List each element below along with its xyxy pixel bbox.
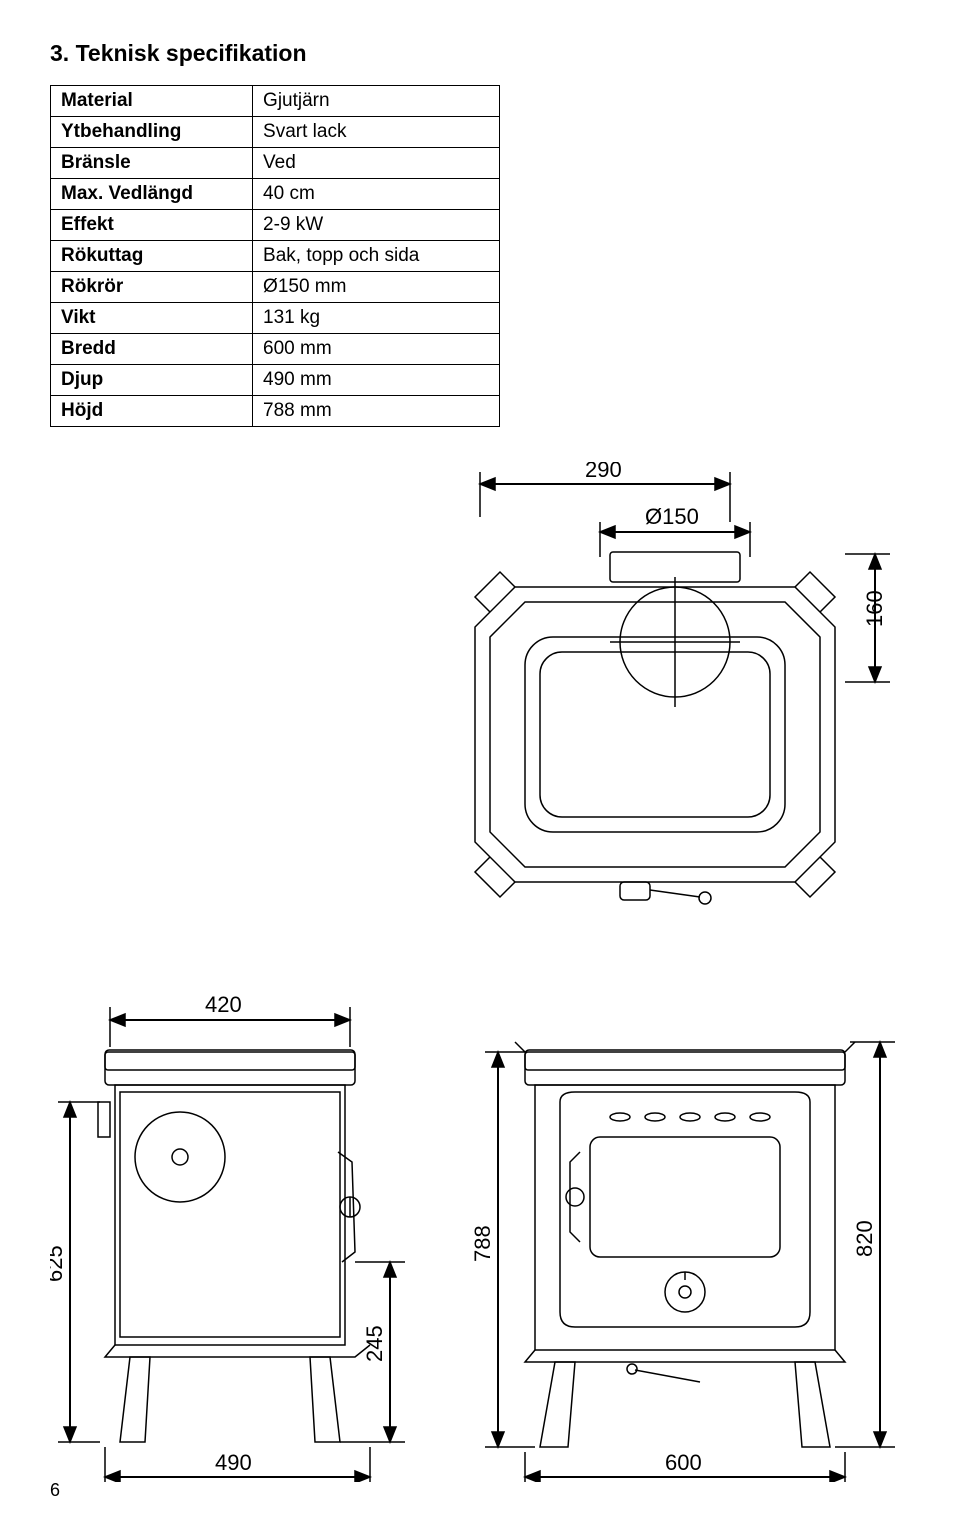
spec-label: Rökuttag xyxy=(51,241,253,272)
table-row: BränsleVed xyxy=(51,148,500,179)
table-row: Djup490 mm xyxy=(51,365,500,396)
spec-value: Ø150 mm xyxy=(253,272,500,303)
spec-value: Bak, topp och sida xyxy=(253,241,500,272)
spec-label: Bredd xyxy=(51,334,253,365)
spec-value: 2-9 kW xyxy=(253,210,500,241)
dim-dia150: Ø150 xyxy=(645,504,699,529)
table-row: Vikt131 kg xyxy=(51,303,500,334)
spec-label: Material xyxy=(51,86,253,117)
table-row: Max. Vedlängd40 cm xyxy=(51,179,500,210)
table-row: Effekt2-9 kW xyxy=(51,210,500,241)
table-row: RökrörØ150 mm xyxy=(51,272,500,303)
spec-table: MaterialGjutjärnYtbehandlingSvart lackBr… xyxy=(50,85,500,427)
spec-label: Vikt xyxy=(51,303,253,334)
spec-label: Rökrör xyxy=(51,272,253,303)
dim-290: 290 xyxy=(585,462,622,482)
spec-value: 40 cm xyxy=(253,179,500,210)
spec-label: Ytbehandling xyxy=(51,117,253,148)
dim-788: 788 xyxy=(470,1225,495,1262)
dim-245: 245 xyxy=(362,1325,387,1362)
spec-value: Svart lack xyxy=(253,117,500,148)
spec-label: Höjd xyxy=(51,396,253,427)
section-heading: 3. Teknisk specifikation xyxy=(50,40,910,67)
table-row: RökuttagBak, topp och sida xyxy=(51,241,500,272)
table-row: MaterialGjutjärn xyxy=(51,86,500,117)
dim-820: 820 xyxy=(852,1220,877,1257)
table-row: Höjd788 mm xyxy=(51,396,500,427)
spec-value: 788 mm xyxy=(253,396,500,427)
dim-420: 420 xyxy=(205,992,242,1017)
spec-label: Bränsle xyxy=(51,148,253,179)
spec-value: Gjutjärn xyxy=(253,86,500,117)
dim-625: 625 xyxy=(50,1245,67,1282)
dim-600: 600 xyxy=(665,1450,702,1475)
spec-label: Max. Vedlängd xyxy=(51,179,253,210)
spec-label: Djup xyxy=(51,365,253,396)
page-number: 6 xyxy=(50,1480,60,1501)
spec-value: 131 kg xyxy=(253,303,500,334)
dim-160: 160 xyxy=(862,590,887,627)
spec-value: 490 mm xyxy=(253,365,500,396)
diagram-area: 290 Ø150 xyxy=(50,462,910,1482)
spec-value: 600 mm xyxy=(253,334,500,365)
table-row: YtbehandlingSvart lack xyxy=(51,117,500,148)
spec-label: Effekt xyxy=(51,210,253,241)
tech-drawings: 290 Ø150 xyxy=(50,462,910,1482)
table-row: Bredd600 mm xyxy=(51,334,500,365)
dim-490: 490 xyxy=(215,1450,252,1475)
spec-value: Ved xyxy=(253,148,500,179)
